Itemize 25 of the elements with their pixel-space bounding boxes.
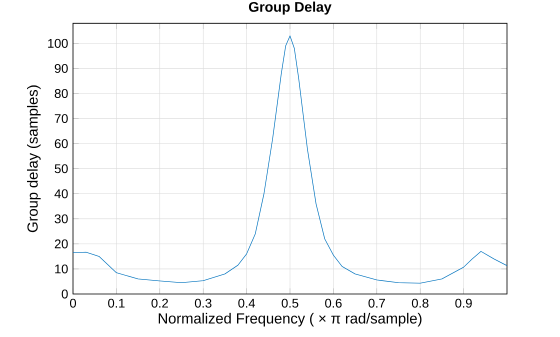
x-axis-title: Normalized Frequency ( × π rad/sample) — [158, 312, 422, 326]
x-tick-label: 0.5 — [282, 298, 298, 308]
x-tick-label: 0 — [70, 298, 76, 308]
y-tick-label: 20 — [54, 239, 68, 248]
y-tick-label: 80 — [54, 89, 68, 98]
y-tick-label: 60 — [54, 139, 68, 148]
line-series — [73, 36, 507, 284]
y-tick-label: 0 — [62, 290, 68, 298]
y-tick-label: 50 — [54, 164, 68, 174]
x-tick-label: 0.4 — [238, 298, 256, 308]
x-tick-label: 0.2 — [152, 298, 168, 308]
x-tick-label: 0.1 — [108, 298, 125, 308]
y-axis-title: Group delay (samples) — [27, 85, 41, 232]
x-tick-label: 0.7 — [368, 298, 385, 308]
y-tick-label: 70 — [54, 114, 68, 124]
y-tick-label: 100 — [48, 38, 68, 48]
x-tick-label: 0.9 — [455, 298, 472, 308]
y-tick-label: 90 — [54, 64, 68, 73]
chart-title: Group Delay — [248, 2, 332, 15]
y-tick-label: 10 — [55, 264, 68, 274]
x-tick-label: 0.8 — [412, 298, 428, 308]
y-tick-label: 40 — [54, 189, 68, 198]
x-tick-label: 0.6 — [325, 298, 342, 308]
y-tick-label: 30 — [54, 214, 68, 224]
x-tick-label: 0.3 — [194, 298, 212, 308]
